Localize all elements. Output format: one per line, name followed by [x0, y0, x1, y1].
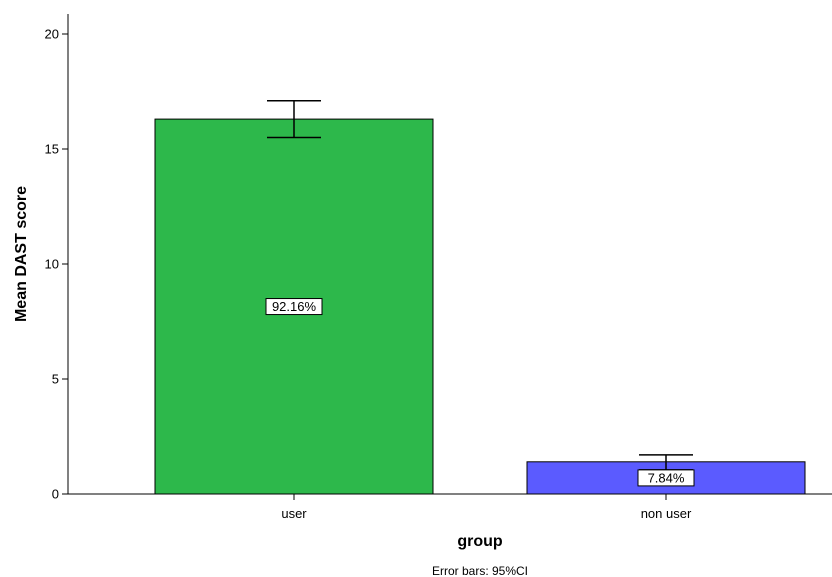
data-label-box — [265, 298, 323, 316]
x-tick-label: non user — [641, 506, 692, 521]
y-tick-label: 0 — [52, 487, 59, 502]
x-axis-title: group — [457, 533, 503, 550]
data-label: 92.16% — [272, 299, 317, 314]
y-ticks: 0 5 10 15 20 — [45, 27, 68, 502]
y-axis-title: Mean DAST score — [13, 186, 30, 322]
y-tick-label: 10 — [45, 257, 59, 272]
data-labels: 92.16% 7.84% — [265, 298, 695, 487]
x-tick-label: user — [281, 506, 307, 521]
y-tick-label: 20 — [45, 27, 59, 42]
data-label-box — [637, 469, 695, 487]
x-ticks: user non user — [281, 494, 692, 521]
error-bars-footnote: Error bars: 95%CI — [432, 564, 528, 577]
y-tick-label: 15 — [45, 142, 59, 157]
data-label: 7.84% — [648, 470, 685, 485]
y-tick-label: 5 — [52, 372, 59, 387]
bars — [154, 118, 806, 495]
